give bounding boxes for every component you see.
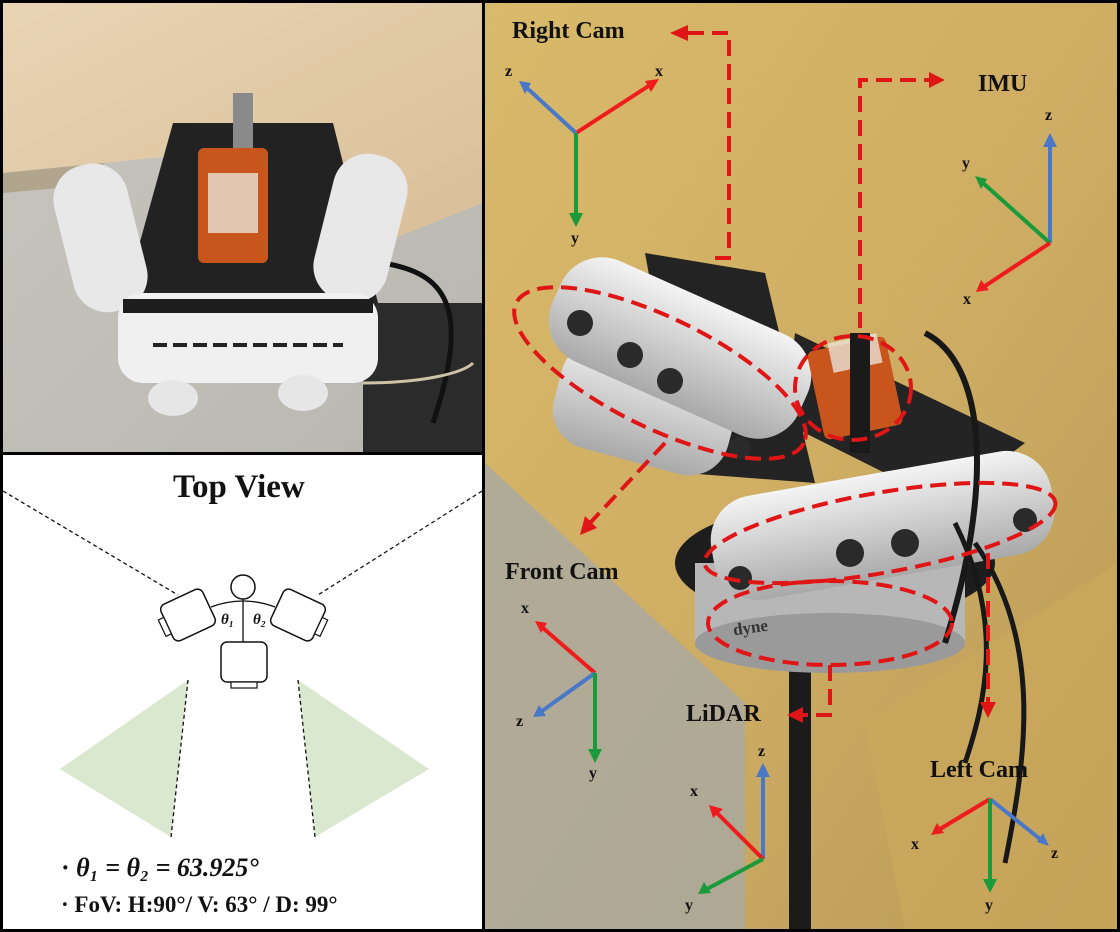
right-cam-x-label: x	[655, 63, 663, 80]
left-cam-axes	[938, 797, 1042, 883]
front-cam-x-label: x	[521, 600, 529, 617]
lidar-circle	[230, 574, 256, 600]
annotated-rig-photo	[485, 3, 1117, 929]
theta-equation-bullet: ·	[61, 853, 77, 882]
left-cam-z-label: z	[1051, 845, 1059, 862]
fov-spec: · FoV: H:90°/ V: 63° / D: 99°	[61, 892, 338, 917]
imu-outline	[793, 334, 913, 442]
top-view-diagram-panel: Top View θ₁ θ₂ · θ₁ = θ₂ = 63.925° · FoV…	[0, 452, 485, 932]
front-cam-y-label: y	[589, 765, 597, 782]
axis-arrowheads	[519, 79, 1057, 894]
left-cam-fov-line	[3, 490, 179, 596]
left-cam-outline	[702, 480, 1058, 586]
right-cam-label: Right Cam	[512, 18, 625, 44]
front-cam-z-label: z	[516, 713, 524, 730]
fov-region-left	[60, 680, 188, 837]
front-camera-shape	[220, 641, 268, 689]
right-cam-y-label: y	[571, 230, 579, 247]
sensor-rig-top-photo	[3, 3, 482, 452]
fov-region-right	[298, 680, 429, 837]
lidar-axes	[706, 773, 765, 891]
right-cam-axes	[525, 83, 652, 217]
annotation-leader-lines	[588, 31, 990, 717]
left-camera-shape	[157, 588, 217, 642]
lidar-y-label: y	[685, 897, 693, 914]
left-cam-x-label: x	[911, 836, 919, 853]
top-photo-panel	[0, 0, 485, 455]
lidar-z-label: z	[758, 743, 766, 760]
annotation-arrowheads	[580, 25, 996, 723]
front-cam-label: Front Cam	[505, 559, 619, 585]
theta-equation-text: θ₁ = θ₂ = 63.925°	[76, 853, 259, 882]
top-view-title: Top View	[173, 469, 305, 505]
left-cam-label: Left Cam	[930, 757, 1028, 783]
imu-label: IMU	[978, 71, 1028, 97]
right-cam-z-label: z	[505, 63, 513, 80]
lidar-label: LiDAR	[686, 701, 761, 727]
left-cam-y-label: y	[985, 897, 993, 914]
imu-y-label: y	[962, 155, 970, 172]
coordinate-frames	[525, 83, 1052, 891]
theta2-label: θ₂	[253, 612, 267, 628]
right-camera-shape	[269, 588, 329, 642]
front-cam-axes	[540, 626, 597, 753]
imu-x-label: x	[963, 291, 971, 308]
top-view-schematic	[3, 490, 482, 838]
imu-z-label: z	[1045, 107, 1053, 124]
lidar-outline	[706, 579, 954, 667]
lidar-x-label: x	[690, 783, 698, 800]
theta1-label: θ₁	[221, 612, 235, 628]
annotated-rig-photo-panel: Right Cam IMU Front Cam LiDAR Left Cam d…	[482, 0, 1120, 932]
right-cam-fov-line	[317, 490, 482, 596]
theta-equation: · θ₁ = θ₂ = 63.925°	[61, 853, 259, 883]
imu-axes	[981, 143, 1052, 288]
